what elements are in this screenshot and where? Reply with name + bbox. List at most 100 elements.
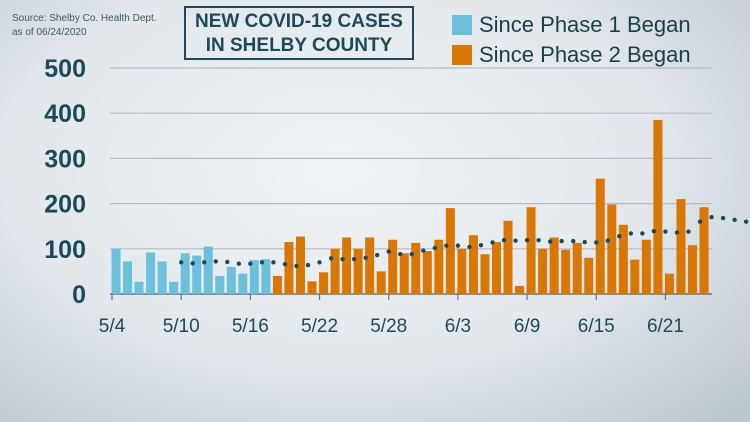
bar-phase2-5/28 <box>388 239 398 294</box>
trend-dot <box>582 239 587 245</box>
phase1-swatch <box>452 15 472 35</box>
x-tick-label: 6/3 <box>445 316 471 337</box>
bar-phase1-5/13 <box>215 275 225 294</box>
bar-phase1-5/14 <box>226 266 236 294</box>
trend-dot <box>478 242 484 248</box>
bar-phase2-6/3 <box>457 248 467 294</box>
bar-phase2-6/19 <box>641 239 651 294</box>
x-tick-label: 5/28 <box>370 316 407 337</box>
trend-dot <box>686 229 691 234</box>
bar-phase2-6/17 <box>618 224 628 294</box>
bar-phase2-5/30 <box>411 242 421 294</box>
y-tick-label: 200 <box>44 191 86 219</box>
trend-dot <box>398 252 403 257</box>
trend-dot <box>617 233 622 239</box>
x-tick-label: 5/10 <box>163 316 200 337</box>
trend-dot <box>236 261 242 266</box>
bar-phase2-6/8 <box>515 285 525 294</box>
y-tick-label: 400 <box>44 100 86 128</box>
trend-dot <box>628 231 634 236</box>
trend-dot <box>651 228 657 234</box>
trend-dot <box>732 217 737 223</box>
trend-dot <box>328 256 334 261</box>
bar-phase2-6/23 <box>688 245 697 294</box>
bar-phase2-5/21 <box>307 281 317 294</box>
trend-dot <box>467 244 472 250</box>
bar-phase2-5/24 <box>342 237 352 294</box>
trend-dot <box>374 252 380 258</box>
x-tick-label: 6/15 <box>578 316 615 337</box>
bar-phase2-5/27 <box>376 271 386 294</box>
bar-phase1-5/6 <box>134 281 144 294</box>
bar-phase2-6/16 <box>607 204 617 294</box>
trend-dot <box>640 231 645 236</box>
trend-dot <box>490 240 495 245</box>
trend-dot <box>248 261 253 266</box>
legend-label: Since Phase 1 Began <box>479 12 691 37</box>
bar-phase1-5/15 <box>238 273 248 294</box>
trend-dot <box>513 238 518 243</box>
trend-dot <box>305 262 311 268</box>
trend-dot <box>559 238 564 244</box>
y-tick-label: 100 <box>44 236 86 264</box>
trend-dot <box>340 256 345 262</box>
bar-phase2-5/19 <box>284 242 294 294</box>
bar-phase2-6/14 <box>584 257 594 294</box>
bar-phase2-5/22 <box>319 272 329 294</box>
bar-phase2-6/24 <box>699 207 709 294</box>
bar-phase1-5/8 <box>157 261 167 294</box>
phase2-swatch <box>452 45 472 65</box>
trend-dot <box>259 260 265 265</box>
bar-phase2-6/2 <box>445 208 455 294</box>
bar-phase1-5/9 <box>169 281 179 294</box>
trend-dot <box>697 219 703 224</box>
trend-dot <box>190 261 195 266</box>
bar-phase2-5/25 <box>353 248 363 294</box>
trend-dot <box>605 238 610 243</box>
bar-phase2-6/7 <box>503 220 513 294</box>
bar-phase2-6/6 <box>491 242 501 294</box>
bar-phase2-6/12 <box>561 249 571 294</box>
x-tick-label: 5/22 <box>301 316 338 337</box>
x-tick-label: 5/16 <box>232 316 269 337</box>
x-tick-label: 5/4 <box>99 316 126 337</box>
trend-dot <box>421 248 426 253</box>
bar-phase2-6/10 <box>538 248 548 294</box>
bar-phase1-5/16 <box>249 260 259 294</box>
trend-dot <box>524 238 530 243</box>
bar-phase2-5/29 <box>399 253 409 294</box>
bar-phase2-5/31 <box>422 251 432 294</box>
trend-dot <box>409 252 414 257</box>
bar-phase2-6/1 <box>434 239 444 294</box>
bar-phase2-6/5 <box>480 254 490 294</box>
y-tick-label: 300 <box>44 145 86 173</box>
bar-phase2-5/26 <box>365 237 375 294</box>
trend-dot <box>225 259 230 265</box>
y-tick-label: 0 <box>72 281 86 309</box>
bar-phase1-5/10 <box>180 253 190 294</box>
trend-dot <box>594 240 599 245</box>
legend-phase1: Since Phase 1 Began <box>452 12 691 38</box>
bar-phase2-6/13 <box>572 242 582 294</box>
source-note: Source: Shelby Co. Health Dept. as of 06… <box>12 12 157 40</box>
bar-phase2-6/9 <box>526 207 536 294</box>
y-tick-label: 500 <box>44 55 86 83</box>
trend-dot <box>444 243 449 248</box>
bar-phase2-6/21 <box>664 273 674 294</box>
bar-phase2-6/15 <box>595 178 605 294</box>
trend-dot <box>213 259 218 264</box>
trend-dot <box>571 238 576 244</box>
bar-phase2-6/20 <box>653 119 663 294</box>
bar-phase2-6/18 <box>630 259 640 294</box>
trend-dot <box>363 255 368 261</box>
trend-dot <box>202 260 207 265</box>
chart-title: NEW COVID-19 CASES IN SHELBY COUNTY <box>184 6 414 60</box>
trend-dot <box>743 219 749 224</box>
date-line: as of 06/24/2020 <box>12 27 87 38</box>
bar-phase1-5/12 <box>203 246 213 294</box>
x-tick-label: 6/21 <box>647 316 684 337</box>
trend-dot <box>709 214 714 220</box>
trend-dot <box>663 229 668 234</box>
trend-dot <box>720 215 726 221</box>
